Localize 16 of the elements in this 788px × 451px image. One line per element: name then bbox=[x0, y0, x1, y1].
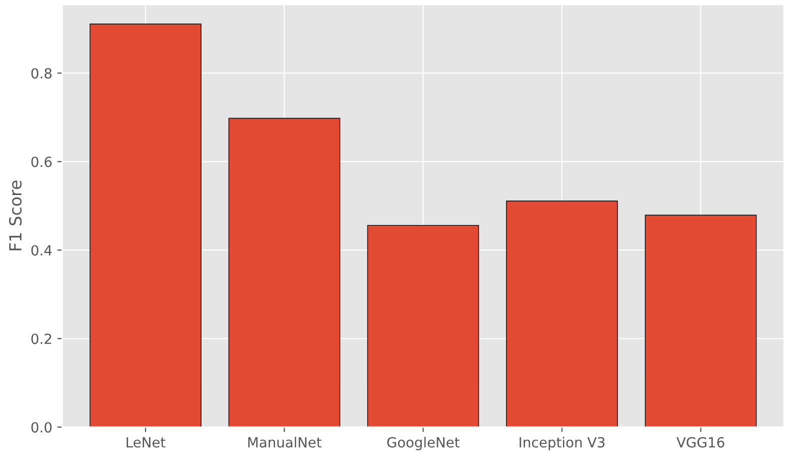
y-tick-label: 0.4 bbox=[31, 245, 52, 256]
y-tick-label: 0.2 bbox=[31, 334, 52, 344]
x-tick-label: Inception V3 bbox=[520, 436, 604, 450]
x-tick-label: VGG16 bbox=[676, 437, 724, 448]
bar bbox=[367, 224, 480, 428]
bar bbox=[644, 214, 757, 428]
bar bbox=[506, 200, 618, 428]
y-tick-label: 0.8 bbox=[31, 68, 52, 79]
y-tick-label: 0.0 bbox=[31, 422, 52, 433]
x-tick-label: GoogleNet bbox=[387, 436, 460, 450]
bar bbox=[228, 118, 340, 428]
x-tick-label: LeNet bbox=[126, 437, 166, 448]
y-tick-label: 0.6 bbox=[31, 156, 52, 168]
x-tick-label: ManualNet bbox=[248, 436, 322, 448]
y-axis-title: F1 Score bbox=[9, 180, 22, 250]
bar bbox=[90, 24, 202, 428]
